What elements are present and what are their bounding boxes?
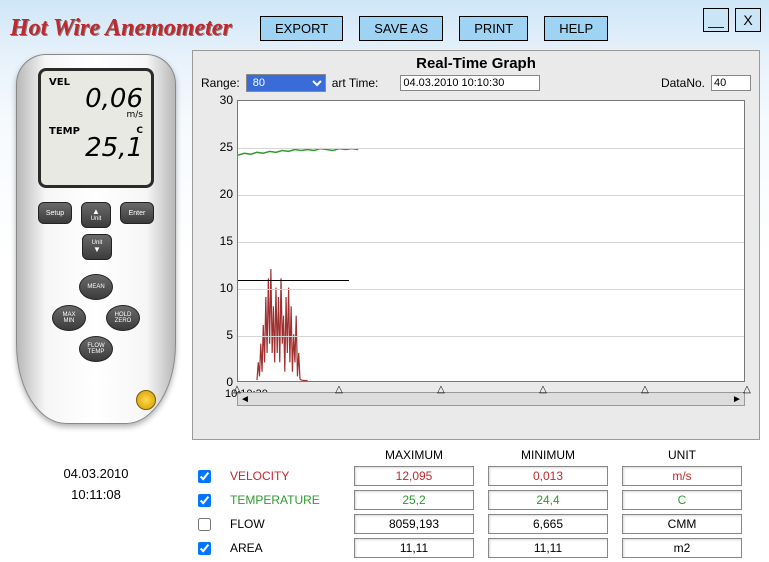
device-lcd: VEL 0,06 m/s TEMP C 25,1 [38,68,154,188]
value-box: m/s [622,466,742,486]
graph-title: Real-Time Graph [201,55,751,72]
range-select[interactable]: 80 [246,74,326,92]
app-title: Hot Wire Anemometer [10,15,260,42]
checkbox-temperature[interactable] [196,494,213,507]
stats-row-flow: FLOW 8059,193 6,665 CMM [192,514,760,534]
range-label: Range: [201,76,240,90]
starttime-input[interactable] [400,75,540,91]
value-box: m2 [622,538,742,558]
stats-row-temperature: TEMPERATURE 25,2 24,4 C [192,490,760,510]
y-tick: 15 [201,234,233,248]
x-marker-icon: △ [436,384,446,390]
y-tick: 20 [201,187,233,201]
starttime-label: art Time: [332,76,379,90]
window-controls: __ X [703,8,761,32]
checkbox-area[interactable] [196,542,213,555]
system-date: 04.03.2010 [63,464,128,485]
save-as-button[interactable]: SAVE AS [359,16,443,41]
y-tick: 10 [201,281,233,295]
minimize-icon: __ [708,12,724,28]
checkbox-velocity[interactable] [196,470,213,483]
device-maxmin-button[interactable]: MAX MIN [52,305,86,331]
datano-input[interactable] [711,75,751,91]
print-button[interactable]: PRINT [459,16,528,41]
col-max: MAXIMUM [354,448,474,462]
minimize-button[interactable]: __ [703,8,729,32]
scroll-left-icon[interactable]: ◄ [238,394,252,405]
help-button[interactable]: HELP [544,16,608,41]
series-velocity [257,269,308,381]
device-enter-button[interactable]: Enter [120,202,154,224]
value-box: 12,095 [354,466,474,486]
device-power-button[interactable] [136,390,156,410]
device-setup-button[interactable]: Setup [38,202,72,224]
system-datetime: 04.03.2010 10:11:08 [63,464,128,506]
x-marker-icon: △ [232,384,242,390]
value-box: 25,2 [354,490,474,510]
stats-row-area: AREA 11,11 11,11 m2 [192,538,760,558]
x-marker-icon: △ [640,384,650,390]
y-tick: 25 [201,140,233,154]
app-window: Hot Wire Anemometer EXPORT SAVE AS PRINT… [0,0,769,558]
value-box: CMM [622,514,742,534]
lcd-temp-value: 25,1 [49,135,143,161]
col-min: MINIMUM [488,448,608,462]
close-icon: X [743,12,752,28]
device-dpad: MEAN MAX MIN HOLD ZERO FLOW TEMP [52,274,140,362]
scroll-right-icon[interactable]: ► [730,394,744,405]
value-box: 11,11 [354,538,474,558]
label-flow: FLOW [230,517,340,531]
stats-table: MAXIMUM MINIMUM UNIT VELOCITY 12,095 0,013… [192,448,760,558]
device-unit-up-button[interactable]: ▲Unit [81,202,111,228]
datano-label: DataNo. [661,76,705,90]
title-bar: Hot Wire Anemometer EXPORT SAVE AS PRINT… [0,0,769,50]
value-box: 11,11 [488,538,608,558]
device-flowtemp-button[interactable]: FLOW TEMP [79,336,113,362]
value-box: C [622,490,742,510]
x-marker-icon: △ [334,384,344,390]
value-box: 8059,193 [354,514,474,534]
value-box: 24,4 [488,490,608,510]
lcd-vel-value: 0,06 [49,86,143,112]
value-box: 6,665 [488,514,608,534]
lcd-temp-label: TEMP [49,126,80,137]
close-button[interactable]: X [735,8,761,32]
y-tick: 5 [201,328,233,342]
value-box: 0,013 [488,466,608,486]
system-time: 10:11:08 [63,485,128,506]
device-unit-down-button[interactable]: Unit▼ [82,234,112,260]
checkbox-flow[interactable] [196,518,213,531]
right-panel: Real-Time Graph Range: 80 art Time: Data… [192,50,760,562]
export-button[interactable]: EXPORT [260,16,343,41]
annotation-line [238,280,349,281]
label-area: AREA [230,541,340,555]
series-temperature [238,149,358,156]
device-mean-button[interactable]: MEAN [79,274,113,300]
graph-controls: Range: 80 art Time: DataNo. [201,74,751,92]
chart-area: 10:10:30 ◄ ► 051015202530△△△△△△ [201,96,751,406]
label-temperature: TEMPERATURE [230,493,340,507]
label-velocity: VELOCITY [230,469,340,483]
stats-row-velocity: VELOCITY 12,095 0,013 m/s [192,466,760,486]
graph-panel: Real-Time Graph Range: 80 art Time: Data… [192,50,760,440]
x-marker-icon: △ [742,384,752,390]
y-tick: 30 [201,93,233,107]
device-illustration: VEL 0,06 m/s TEMP C 25,1 Setup ▲Unit Ent… [16,54,176,424]
device-holdzero-button[interactable]: HOLD ZERO [106,305,140,331]
left-column: VEL 0,06 m/s TEMP C 25,1 Setup ▲Unit Ent… [6,50,186,562]
y-tick: 0 [201,375,233,389]
chart-scrollbar[interactable]: ◄ ► [237,392,745,406]
x-marker-icon: △ [538,384,548,390]
col-unit: UNIT [622,448,742,462]
